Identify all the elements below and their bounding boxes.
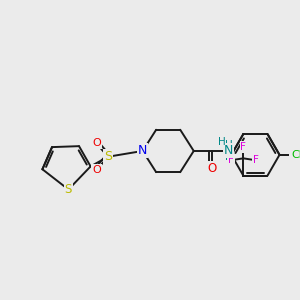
Text: F: F: [253, 155, 259, 165]
Text: N: N: [138, 145, 147, 158]
Text: S: S: [65, 183, 72, 196]
Text: O: O: [92, 165, 101, 175]
Text: H: H: [218, 137, 226, 147]
Text: F: F: [228, 155, 234, 165]
Text: O: O: [92, 138, 101, 148]
Text: Cl: Cl: [291, 150, 300, 160]
Text: O: O: [207, 162, 217, 175]
Text: F: F: [240, 142, 246, 152]
Text: H
N: H N: [225, 140, 232, 162]
Text: N: N: [224, 145, 233, 158]
Text: S: S: [104, 150, 112, 163]
